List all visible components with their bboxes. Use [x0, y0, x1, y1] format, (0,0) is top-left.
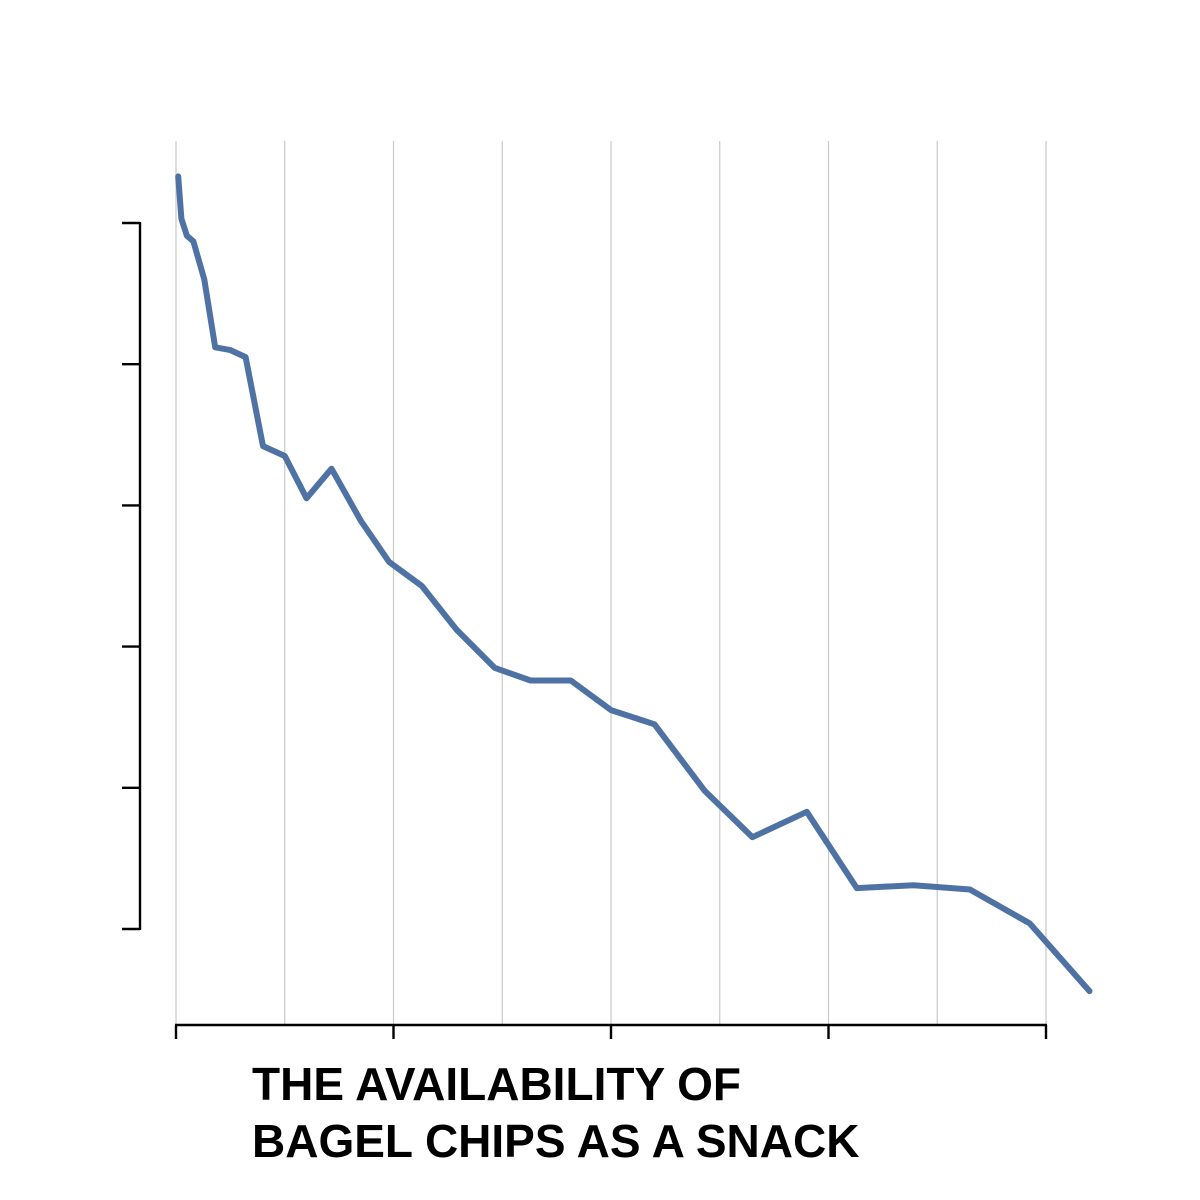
grid-lines — [175, 141, 1047, 1025]
x-axis-label-line-2: BAGEL CHIPS AS A SNACK — [252, 1115, 859, 1167]
axes — [122, 221, 1048, 1039]
series — [175, 173, 1093, 995]
x-axis-label-line-1: THE AVAILABILITY OF — [252, 1058, 741, 1110]
series-line — [175, 173, 1093, 995]
